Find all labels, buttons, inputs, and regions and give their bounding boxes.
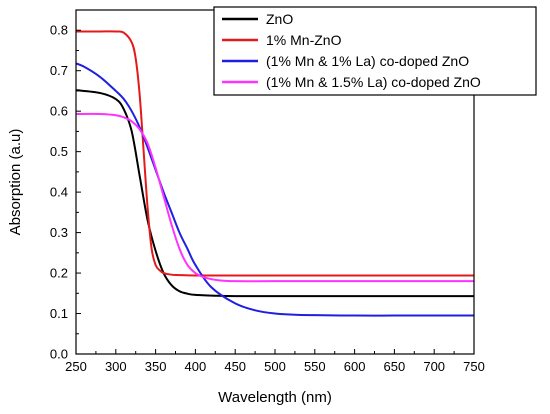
series-line-2 <box>76 30 474 277</box>
legend-label-3: (1% Mn & 1% La) co-doped ZnO <box>266 53 469 69</box>
x-tick-label: 300 <box>105 359 127 374</box>
x-tick-label: 650 <box>384 359 406 374</box>
y-tick-label: 0.2 <box>50 266 68 281</box>
legend-label-4: (1% Mn & 1.5% La) co-doped ZnO <box>266 74 481 90</box>
axes: 250 300 350 400 450 500 550 600 650 700 750 0.0 0.1 0… <box>50 9 485 374</box>
x-tick-label: 600 <box>344 359 366 374</box>
y-tick-label: 0.5 <box>50 144 68 159</box>
y-tick-label: 0.3 <box>50 225 68 240</box>
legend: ZnO 1% Mn-ZnO (1% Mn & 1% La) co-doped ZnO… <box>213 6 537 96</box>
y-tick-label: 0.0 <box>50 347 68 362</box>
x-tick-label: 550 <box>304 359 326 374</box>
x-tick-label: 250 <box>65 359 87 374</box>
x-tick-label: 700 <box>423 359 445 374</box>
x-tick-label: 350 <box>145 359 167 374</box>
plot-area <box>75 30 474 317</box>
x-axis-title: Wavelength (nm) <box>218 389 332 406</box>
x-tick-label: 500 <box>264 359 286 374</box>
y-tick-label: 0.6 <box>50 104 68 119</box>
x-tick-label: 750 <box>463 359 485 374</box>
y-tick-label: 0.7 <box>50 63 68 78</box>
x-tick-label: 400 <box>185 359 207 374</box>
legend-box <box>213 6 537 96</box>
legend-label-2: 1% Mn-ZnO <box>266 32 342 48</box>
series-line-1 <box>75 89 474 298</box>
x-tick-label: 450 <box>224 359 246 374</box>
y-tick-label: 0.4 <box>50 185 68 200</box>
y-tick-label: 0.8 <box>50 23 68 38</box>
series-line-3 <box>75 62 474 317</box>
series-line-4 <box>75 112 474 283</box>
y-tick-label: 0.1 <box>50 306 68 321</box>
y-axis-title: Absorption (a.u) <box>7 129 24 236</box>
legend-label-1: ZnO <box>266 11 293 27</box>
